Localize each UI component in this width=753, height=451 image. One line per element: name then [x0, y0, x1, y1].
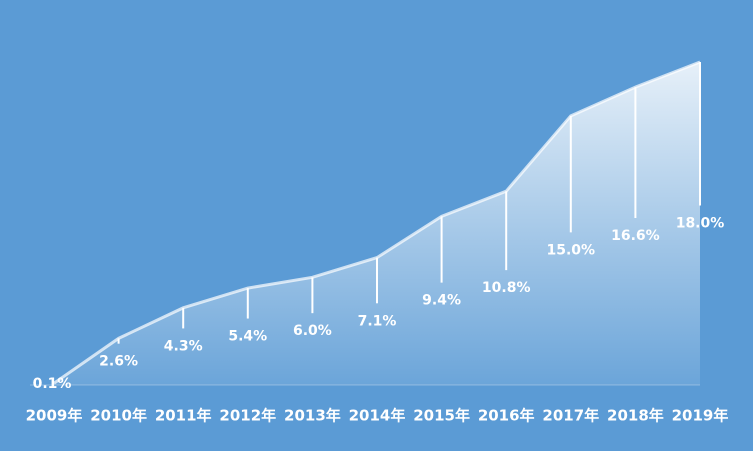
x-tick-label: 2019年: [672, 407, 729, 425]
x-tick-label: 2014年: [349, 407, 406, 425]
value-label: 0.1%: [33, 376, 72, 392]
value-label: 9.4%: [422, 293, 461, 309]
value-label: 6.0%: [293, 323, 332, 339]
x-tick-label: 2013年: [284, 407, 341, 425]
value-label: 18.0%: [676, 216, 725, 232]
x-tick-label: 2017年: [542, 407, 599, 425]
area: [54, 62, 700, 385]
value-label: 15.0%: [547, 242, 596, 258]
value-label: 10.8%: [482, 280, 531, 296]
value-label: 16.6%: [611, 228, 660, 244]
value-label: 4.3%: [164, 338, 203, 354]
line: [53, 60, 701, 385]
x-tick-label: 2015年: [413, 407, 470, 425]
value-label: 5.4%: [228, 329, 267, 345]
x-tick-label: 2018年: [607, 407, 664, 425]
x-tick-label: 2016年: [478, 407, 535, 425]
x-tick-label: 2010年: [90, 407, 147, 425]
x-tick-label: 2009年: [26, 407, 83, 425]
value-label: 7.1%: [358, 313, 397, 329]
x-tick-label: 2012年: [219, 407, 276, 425]
x-tick-label: 2011年: [155, 407, 212, 425]
value-label: 2.6%: [99, 354, 138, 370]
